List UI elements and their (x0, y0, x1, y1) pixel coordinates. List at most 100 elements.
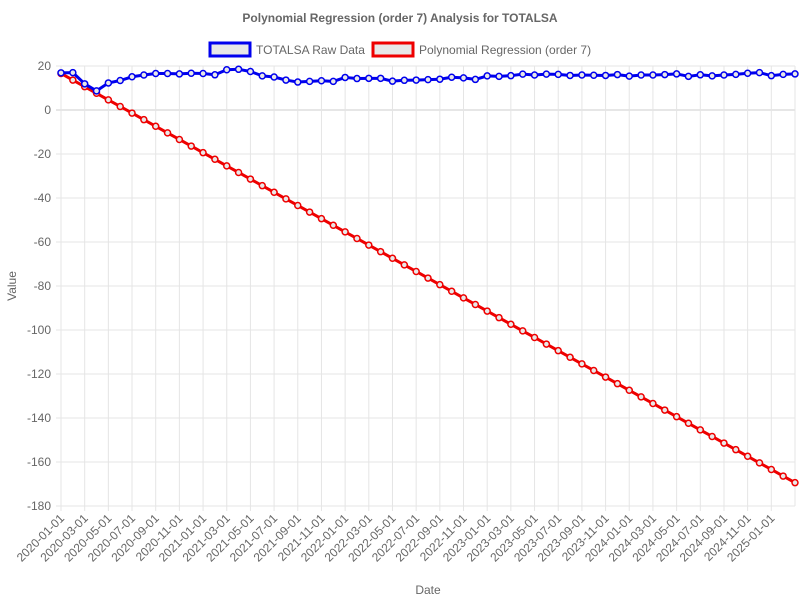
data-point[interactable] (661, 406, 669, 414)
data-point[interactable] (222, 162, 231, 170)
data-point[interactable] (542, 70, 551, 78)
data-point[interactable] (412, 267, 420, 276)
data-point[interactable] (708, 432, 716, 441)
data-point[interactable] (282, 76, 290, 84)
data-point[interactable] (424, 75, 432, 84)
data-point[interactable] (341, 73, 349, 82)
data-point[interactable] (187, 142, 195, 150)
data-point[interactable] (661, 70, 669, 79)
data-point[interactable] (69, 76, 77, 84)
data-point[interactable] (211, 71, 219, 79)
data-point[interactable] (365, 241, 373, 249)
data-point[interactable] (388, 254, 397, 263)
data-point[interactable] (436, 280, 444, 289)
data-point[interactable] (589, 71, 598, 79)
data-point[interactable] (270, 73, 278, 81)
data-point[interactable] (329, 221, 338, 230)
data-point[interactable] (613, 379, 622, 388)
data-point[interactable] (483, 72, 491, 80)
data-point[interactable] (637, 71, 645, 79)
data-point[interactable] (400, 261, 409, 269)
data-point[interactable] (613, 70, 622, 79)
data-point[interactable] (199, 69, 207, 78)
data-point[interactable] (447, 287, 456, 296)
data-point[interactable] (305, 77, 314, 86)
data-point[interactable] (329, 77, 338, 86)
legend-item-regression[interactable]: Polynomial Regression (order 7) (371, 41, 591, 58)
data-point[interactable] (732, 445, 740, 454)
data-point[interactable] (234, 168, 243, 177)
data-point[interactable] (601, 373, 610, 381)
data-point[interactable] (412, 76, 420, 84)
data-point[interactable] (483, 307, 491, 315)
data-point[interactable] (353, 74, 361, 83)
data-point[interactable] (495, 313, 503, 322)
data-point[interactable] (211, 155, 219, 164)
data-point[interactable] (530, 71, 539, 79)
data-point[interactable] (542, 340, 551, 348)
data-point[interactable] (234, 65, 243, 74)
data-point[interactable] (341, 228, 349, 236)
data-point[interactable] (791, 478, 799, 487)
data-point[interactable] (755, 459, 764, 467)
data-point[interactable] (222, 65, 231, 74)
data-point[interactable] (767, 71, 776, 80)
data-point[interactable] (625, 72, 634, 80)
data-point[interactable] (258, 181, 267, 190)
data-point[interactable] (270, 188, 278, 197)
data-point[interactable] (199, 148, 207, 157)
data-point[interactable] (684, 72, 693, 81)
data-point[interactable] (601, 71, 610, 80)
data-point[interactable] (767, 465, 776, 474)
data-point[interactable] (151, 122, 160, 131)
data-point[interactable] (69, 68, 77, 77)
data-point[interactable] (530, 333, 539, 342)
data-point[interactable] (566, 71, 574, 80)
data-point[interactable] (459, 294, 468, 302)
data-point[interactable] (495, 72, 503, 81)
data-point[interactable] (246, 175, 255, 183)
data-point[interactable] (755, 68, 764, 77)
data-point[interactable] (140, 71, 148, 79)
data-point[interactable] (317, 76, 326, 85)
data-point[interactable] (708, 72, 716, 80)
data-point[interactable] (140, 115, 148, 124)
data-point[interactable] (294, 78, 302, 86)
data-point[interactable] (779, 70, 787, 79)
data-point[interactable] (732, 70, 740, 79)
data-point[interactable] (554, 70, 562, 79)
data-point[interactable] (578, 360, 586, 368)
data-point[interactable] (353, 234, 361, 243)
data-point[interactable] (305, 208, 314, 216)
data-point[interactable] (672, 412, 681, 421)
data-point[interactable] (258, 72, 267, 80)
legend-item-raw[interactable]: TOTALSA Raw Data (208, 41, 365, 58)
data-point[interactable] (672, 70, 681, 78)
data-point[interactable] (649, 71, 657, 79)
data-point[interactable] (471, 300, 480, 309)
data-point[interactable] (128, 109, 136, 117)
data-point[interactable] (294, 201, 302, 210)
data-point[interactable] (625, 386, 634, 395)
data-point[interactable] (566, 353, 574, 362)
data-point[interactable] (507, 320, 515, 329)
data-point[interactable] (554, 346, 562, 355)
data-point[interactable] (720, 71, 728, 79)
data-point[interactable] (376, 74, 385, 83)
data-point[interactable] (187, 69, 195, 78)
data-point[interactable] (116, 102, 124, 111)
data-point[interactable] (175, 135, 184, 144)
data-point[interactable] (116, 76, 124, 85)
data-point[interactable] (365, 74, 373, 83)
data-point[interactable] (246, 67, 255, 76)
data-point[interactable] (696, 426, 705, 434)
data-point[interactable] (447, 73, 456, 81)
data-point[interactable] (376, 247, 385, 256)
data-point[interactable] (743, 69, 752, 78)
data-point[interactable] (282, 195, 290, 203)
data-point[interactable] (80, 80, 89, 88)
data-point[interactable] (518, 70, 527, 78)
data-point[interactable] (163, 69, 172, 78)
data-point[interactable] (637, 393, 645, 401)
data-point[interactable] (743, 452, 752, 461)
